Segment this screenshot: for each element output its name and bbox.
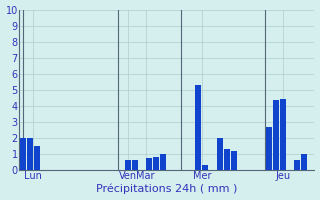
Bar <box>20 138 26 170</box>
Bar <box>224 149 229 170</box>
Bar <box>217 138 222 170</box>
Bar <box>196 85 202 170</box>
Bar <box>203 165 208 170</box>
Bar <box>231 151 236 170</box>
Bar <box>301 154 307 170</box>
Bar <box>125 160 131 170</box>
Bar <box>146 158 152 170</box>
Bar <box>266 127 272 170</box>
Bar <box>294 160 300 170</box>
Bar <box>27 138 33 170</box>
Bar <box>153 157 159 170</box>
X-axis label: Précipitations 24h ( mm ): Précipitations 24h ( mm ) <box>96 184 237 194</box>
Bar <box>132 160 138 170</box>
Bar <box>34 146 40 170</box>
Bar <box>160 154 166 170</box>
Bar <box>280 99 286 170</box>
Bar <box>273 100 279 170</box>
